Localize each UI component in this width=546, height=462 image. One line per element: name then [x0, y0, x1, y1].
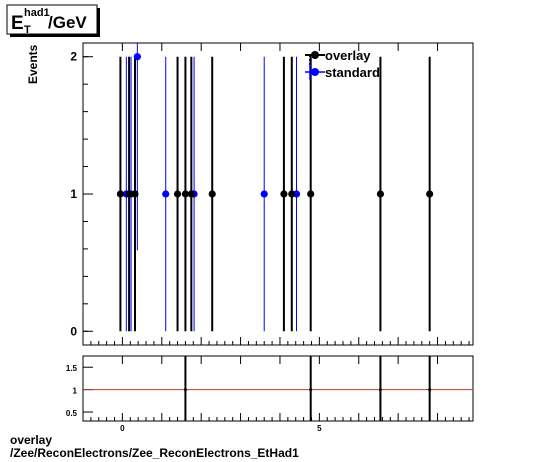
caption-line-2: /Zee/ReconElectrons/Zee_ReconElectrons_E…	[10, 446, 299, 460]
data-point-standard	[162, 190, 170, 198]
legend-overlay-label: overlay	[325, 48, 371, 63]
data-point-standard	[260, 190, 268, 198]
title-unit: /GeV	[48, 13, 87, 32]
y-tick-label: 0.5	[66, 409, 78, 418]
legend-overlay-marker	[311, 51, 319, 59]
data-point-overlay	[125, 190, 133, 198]
plot-title: E T had1 /GeV	[6, 4, 100, 37]
ratio-point	[428, 388, 432, 392]
title-main: E	[11, 13, 24, 34]
caption-line-1: overlay	[10, 433, 53, 447]
data-point-overlay	[208, 190, 216, 198]
data-point-standard	[133, 53, 141, 61]
y-tick-label: 1	[73, 387, 78, 396]
main-plot-frame	[82, 42, 474, 346]
y-tick-label: 2	[70, 50, 77, 64]
data-point-overlay	[181, 190, 190, 198]
y-axis-label: Events	[26, 44, 40, 84]
data-point-overlay	[280, 190, 288, 198]
title-subscript: T	[24, 24, 31, 36]
ratio-plot-frame	[82, 355, 474, 422]
ratio-point	[183, 388, 187, 392]
data-point-overlay	[426, 190, 434, 198]
legend-standard-marker	[311, 68, 319, 76]
data-point-overlay	[288, 190, 296, 198]
legend-standard-label: standard	[325, 65, 380, 80]
title-superscript: had1	[24, 7, 50, 19]
x-tick-label: 5	[317, 424, 322, 433]
data-point-overlay	[131, 190, 139, 198]
x-tick-label: 0	[120, 424, 125, 433]
ratio-data-marks	[83, 356, 473, 421]
data-point-overlay	[307, 190, 315, 198]
y-tick-label: 1.5	[66, 364, 78, 373]
legend: overlay standard	[305, 48, 380, 80]
data-point-overlay	[116, 190, 125, 198]
y-tick-label: 0	[70, 324, 77, 338]
y-tick-label: 1	[70, 187, 77, 201]
data-point-overlay	[187, 190, 195, 198]
main-data-marks	[116, 43, 434, 332]
data-point-overlay	[173, 190, 182, 198]
ratio-point	[378, 388, 382, 392]
ratio-point	[309, 388, 313, 392]
data-point-overlay	[376, 190, 385, 198]
main-axis-ticks: 0 1 2	[70, 43, 470, 345]
